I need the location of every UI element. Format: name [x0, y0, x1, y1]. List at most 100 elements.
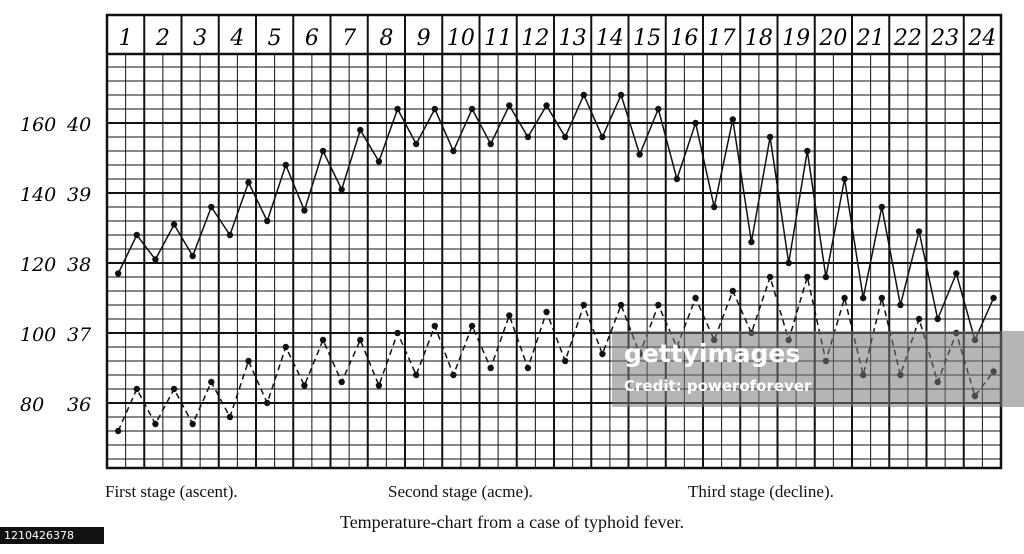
series-layer — [114, 91, 997, 435]
pulse-tick-label: 160 — [20, 114, 56, 136]
pulse-tick-label: 100 — [20, 324, 56, 346]
data-point — [133, 385, 140, 393]
data-point — [301, 382, 308, 389]
data-point — [859, 294, 867, 302]
day-number-label: 21 — [856, 26, 885, 51]
data-point — [934, 315, 941, 323]
day-number-label: 2 — [155, 26, 170, 51]
day-number-label: 20 — [818, 26, 847, 51]
chart-caption: Temperature-chart from a case of typhoid… — [339, 512, 685, 532]
data-point — [655, 301, 662, 309]
data-point — [338, 186, 345, 193]
data-point — [953, 270, 960, 277]
data-point — [878, 203, 885, 211]
temperature-tick-label: 36 — [67, 394, 91, 416]
data-point — [506, 102, 513, 109]
data-point — [375, 158, 383, 165]
chart-frame — [105, 13, 1003, 470]
data-point — [394, 105, 401, 113]
data-point — [170, 221, 178, 228]
day-number-label: 24 — [967, 26, 996, 51]
data-point — [319, 147, 327, 155]
data-point — [114, 427, 122, 435]
data-point — [804, 273, 811, 281]
data-point — [785, 259, 792, 267]
day-number-label: 11 — [484, 26, 512, 51]
temperature-tick-label: 40 — [66, 114, 91, 136]
day-number-label: 6 — [305, 26, 319, 51]
data-point — [263, 217, 271, 225]
data-point — [543, 102, 550, 109]
data-point — [524, 364, 532, 372]
data-point — [152, 420, 159, 428]
data-point — [450, 371, 457, 379]
pulse-tick-label: 120 — [20, 254, 56, 276]
day-number-label: 23 — [930, 26, 959, 51]
data-point — [208, 378, 215, 386]
data-point — [729, 116, 736, 123]
data-point — [468, 105, 476, 113]
day-number-label: 17 — [708, 26, 736, 51]
data-point — [506, 312, 513, 319]
data-point — [561, 357, 569, 365]
data-point — [301, 207, 308, 214]
day-number-label: 18 — [745, 26, 773, 51]
stage-label-first: First stage (ascent). — [105, 482, 238, 501]
data-point — [617, 301, 625, 309]
stage-label-second: Second stage (acme). — [388, 482, 533, 501]
data-point — [282, 343, 289, 351]
data-point — [580, 91, 587, 99]
data-point — [580, 301, 587, 309]
data-point — [375, 382, 383, 389]
day-number-label: 15 — [633, 26, 661, 51]
temperature-tick-label: 37 — [67, 324, 92, 346]
data-point — [710, 203, 718, 211]
data-point — [841, 175, 848, 183]
watermark-credit: Credit: poweroforever — [624, 377, 812, 395]
data-point — [990, 294, 997, 302]
data-point — [841, 294, 848, 302]
data-point — [450, 147, 457, 155]
data-point — [878, 294, 885, 302]
day-number-label: 1 — [119, 26, 133, 51]
data-point — [357, 126, 364, 134]
data-point — [915, 315, 923, 323]
data-point — [599, 350, 606, 358]
data-point — [431, 105, 438, 113]
data-point — [804, 147, 811, 155]
data-point — [692, 294, 699, 302]
data-point — [561, 133, 569, 141]
pulse-tick-label: 140 — [20, 184, 56, 206]
day-number-label: 8 — [379, 26, 393, 51]
data-point — [822, 273, 830, 281]
data-point — [282, 161, 289, 169]
data-point — [487, 364, 494, 372]
day-number-label: 9 — [417, 26, 431, 51]
data-point — [319, 336, 327, 344]
data-point — [394, 329, 401, 337]
day-number-label: 12 — [521, 26, 549, 51]
day-number-label: 14 — [596, 26, 624, 51]
image-id-badge: 1210426378 — [0, 527, 104, 544]
data-point — [114, 270, 122, 277]
day-number-label: 7 — [342, 26, 356, 51]
data-point — [636, 151, 643, 158]
data-point — [226, 413, 234, 421]
data-point — [226, 231, 234, 239]
data-point — [245, 357, 252, 365]
data-point — [915, 228, 923, 235]
day-number-label: 16 — [670, 26, 698, 51]
data-point — [655, 105, 662, 113]
day-number-label: 13 — [559, 26, 587, 51]
data-point — [412, 140, 420, 148]
series-line-dashed — [117, 274, 995, 432]
day-number-label: 10 — [447, 26, 475, 51]
data-point — [524, 133, 532, 141]
data-point — [152, 256, 159, 263]
data-point — [599, 133, 606, 141]
y-axis-labels: 160 40 140 39 120 38 100 37 80 36 — [20, 114, 92, 416]
data-point — [766, 273, 774, 281]
data-point — [729, 287, 736, 295]
day-number-label: 4 — [229, 26, 244, 51]
